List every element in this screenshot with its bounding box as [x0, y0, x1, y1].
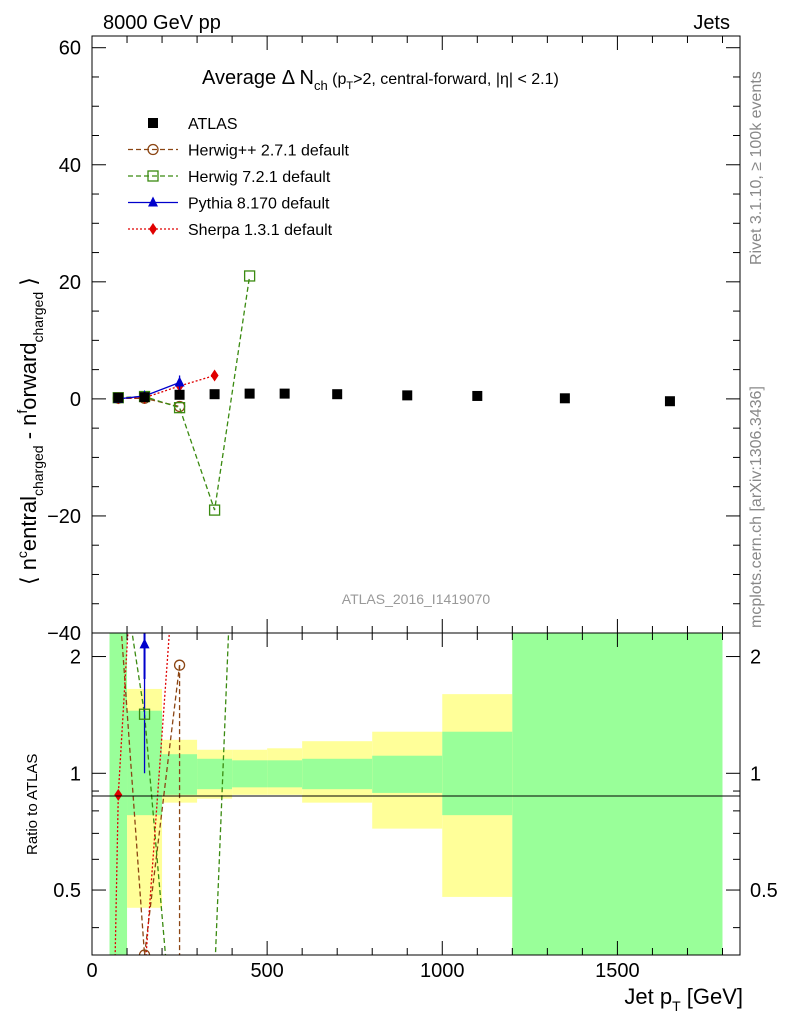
legend-marker-pythia	[148, 196, 158, 207]
y-tick-label: 40	[59, 155, 81, 177]
axes: 0 500 1000 1500 −40 −20 0 20 40 60 0.5 0.5 1 1 2 2	[47, 36, 778, 982]
y-tick-label: 0	[70, 389, 81, 411]
herwig7-point	[208, 504, 221, 516]
atlas-point	[139, 392, 150, 403]
atlas-point	[559, 393, 570, 404]
legend-label-pythia: Pythia 8.170 default	[188, 196, 330, 213]
header-right-label: Jets	[693, 12, 730, 34]
x-axis-label: Jet pT [GeV]	[624, 984, 743, 1014]
legend-marker-sherpa	[149, 223, 157, 235]
herwigpp-ratio-line	[120, 633, 181, 955]
ratio-y-axis-label: Ratio to ATLAS	[24, 754, 41, 855]
x-tick-label: 1500	[595, 960, 640, 982]
sherpa-point	[210, 369, 219, 382]
legend-label-sherpa: Sherpa 1.3.1 default	[188, 222, 333, 239]
main-series	[112, 270, 675, 516]
x-tick-label: 1000	[420, 960, 465, 982]
legend-label-herwig7: Herwig 7.2.1 default	[188, 169, 331, 186]
legend-label-atlas: ATLAS	[188, 116, 238, 133]
atlas-point	[402, 390, 413, 401]
mcplots-label: mcplots.cern.ch [arXiv:1306.3436]	[748, 386, 765, 628]
header-left-label: 8000 GeV pp	[103, 12, 221, 34]
ratio-band-inner	[197, 758, 233, 790]
ratio-y-tick-label: 1	[70, 763, 81, 785]
atlas-point	[244, 388, 255, 399]
x-tick-label: 500	[250, 960, 283, 982]
ratio-y-tick-label-right: 2	[750, 647, 761, 669]
legend-label-herwigpp: Herwig++ 2.7.1 default	[188, 143, 350, 160]
y-tick-label: 20	[59, 272, 81, 294]
ratio-series-lines	[114, 633, 230, 955]
ratio-band-inner	[512, 633, 723, 955]
herwigpp-ratio-point	[138, 949, 151, 955]
ratio-band-inner	[372, 755, 443, 793]
herwig7-ratio-line	[214, 633, 230, 955]
atlas-point	[209, 389, 220, 400]
y-tick-label: 60	[59, 38, 81, 60]
legend-marker-atlas	[148, 118, 158, 128]
ratio-band-inner	[267, 760, 303, 788]
ratio-bands	[109, 633, 723, 955]
analysis-id-label: ATLAS_2016_I1419070	[342, 591, 491, 607]
ratio-band-inner	[442, 731, 513, 816]
legend: ATLAS Herwig++ 2.7.1 default Herwig 7.2.1 …	[128, 116, 350, 239]
ratio-y-tick-label-right: 0.5	[750, 880, 778, 902]
sherpa-ratio-line	[145, 633, 170, 955]
ratio-band-inner	[302, 758, 373, 790]
chart-title: Average Δ Nch (pT>2, central-forward, |η…	[202, 67, 559, 93]
y-axis-label: ⟨ ncentralcharged - nforwardcharged ⟩	[14, 277, 46, 585]
sherpa-ratio-point	[114, 788, 123, 801]
atlas-point	[664, 396, 675, 407]
herwig7-ratio-point	[138, 708, 151, 720]
pythia-point	[174, 376, 185, 387]
atlas-point	[279, 388, 290, 399]
atlas-point	[472, 390, 483, 401]
ratio-plot-frame	[91, 632, 741, 956]
ratio-y-tick-label: 2	[70, 647, 81, 669]
x-tick-label: 0	[86, 960, 97, 982]
atlas-point	[332, 389, 343, 400]
legend-marker-herwigpp	[147, 143, 159, 156]
ratio-y-tick-label-right: 1	[750, 763, 761, 785]
atlas-point	[113, 392, 124, 403]
rivet-label: Rivet 3.1.10, ≥ 100k events	[748, 71, 765, 265]
herwig7-point	[243, 270, 256, 282]
y-tick-label: −40	[47, 623, 81, 645]
y-tick-label: −20	[47, 506, 81, 528]
herwig7-point	[173, 402, 186, 414]
legend-marker-herwig7	[147, 170, 159, 182]
ratio-y-tick-label: 0.5	[53, 880, 81, 902]
herwigpp-ratio-point	[173, 659, 186, 671]
atlas-point	[174, 389, 185, 400]
ratio-band-inner	[232, 760, 268, 788]
